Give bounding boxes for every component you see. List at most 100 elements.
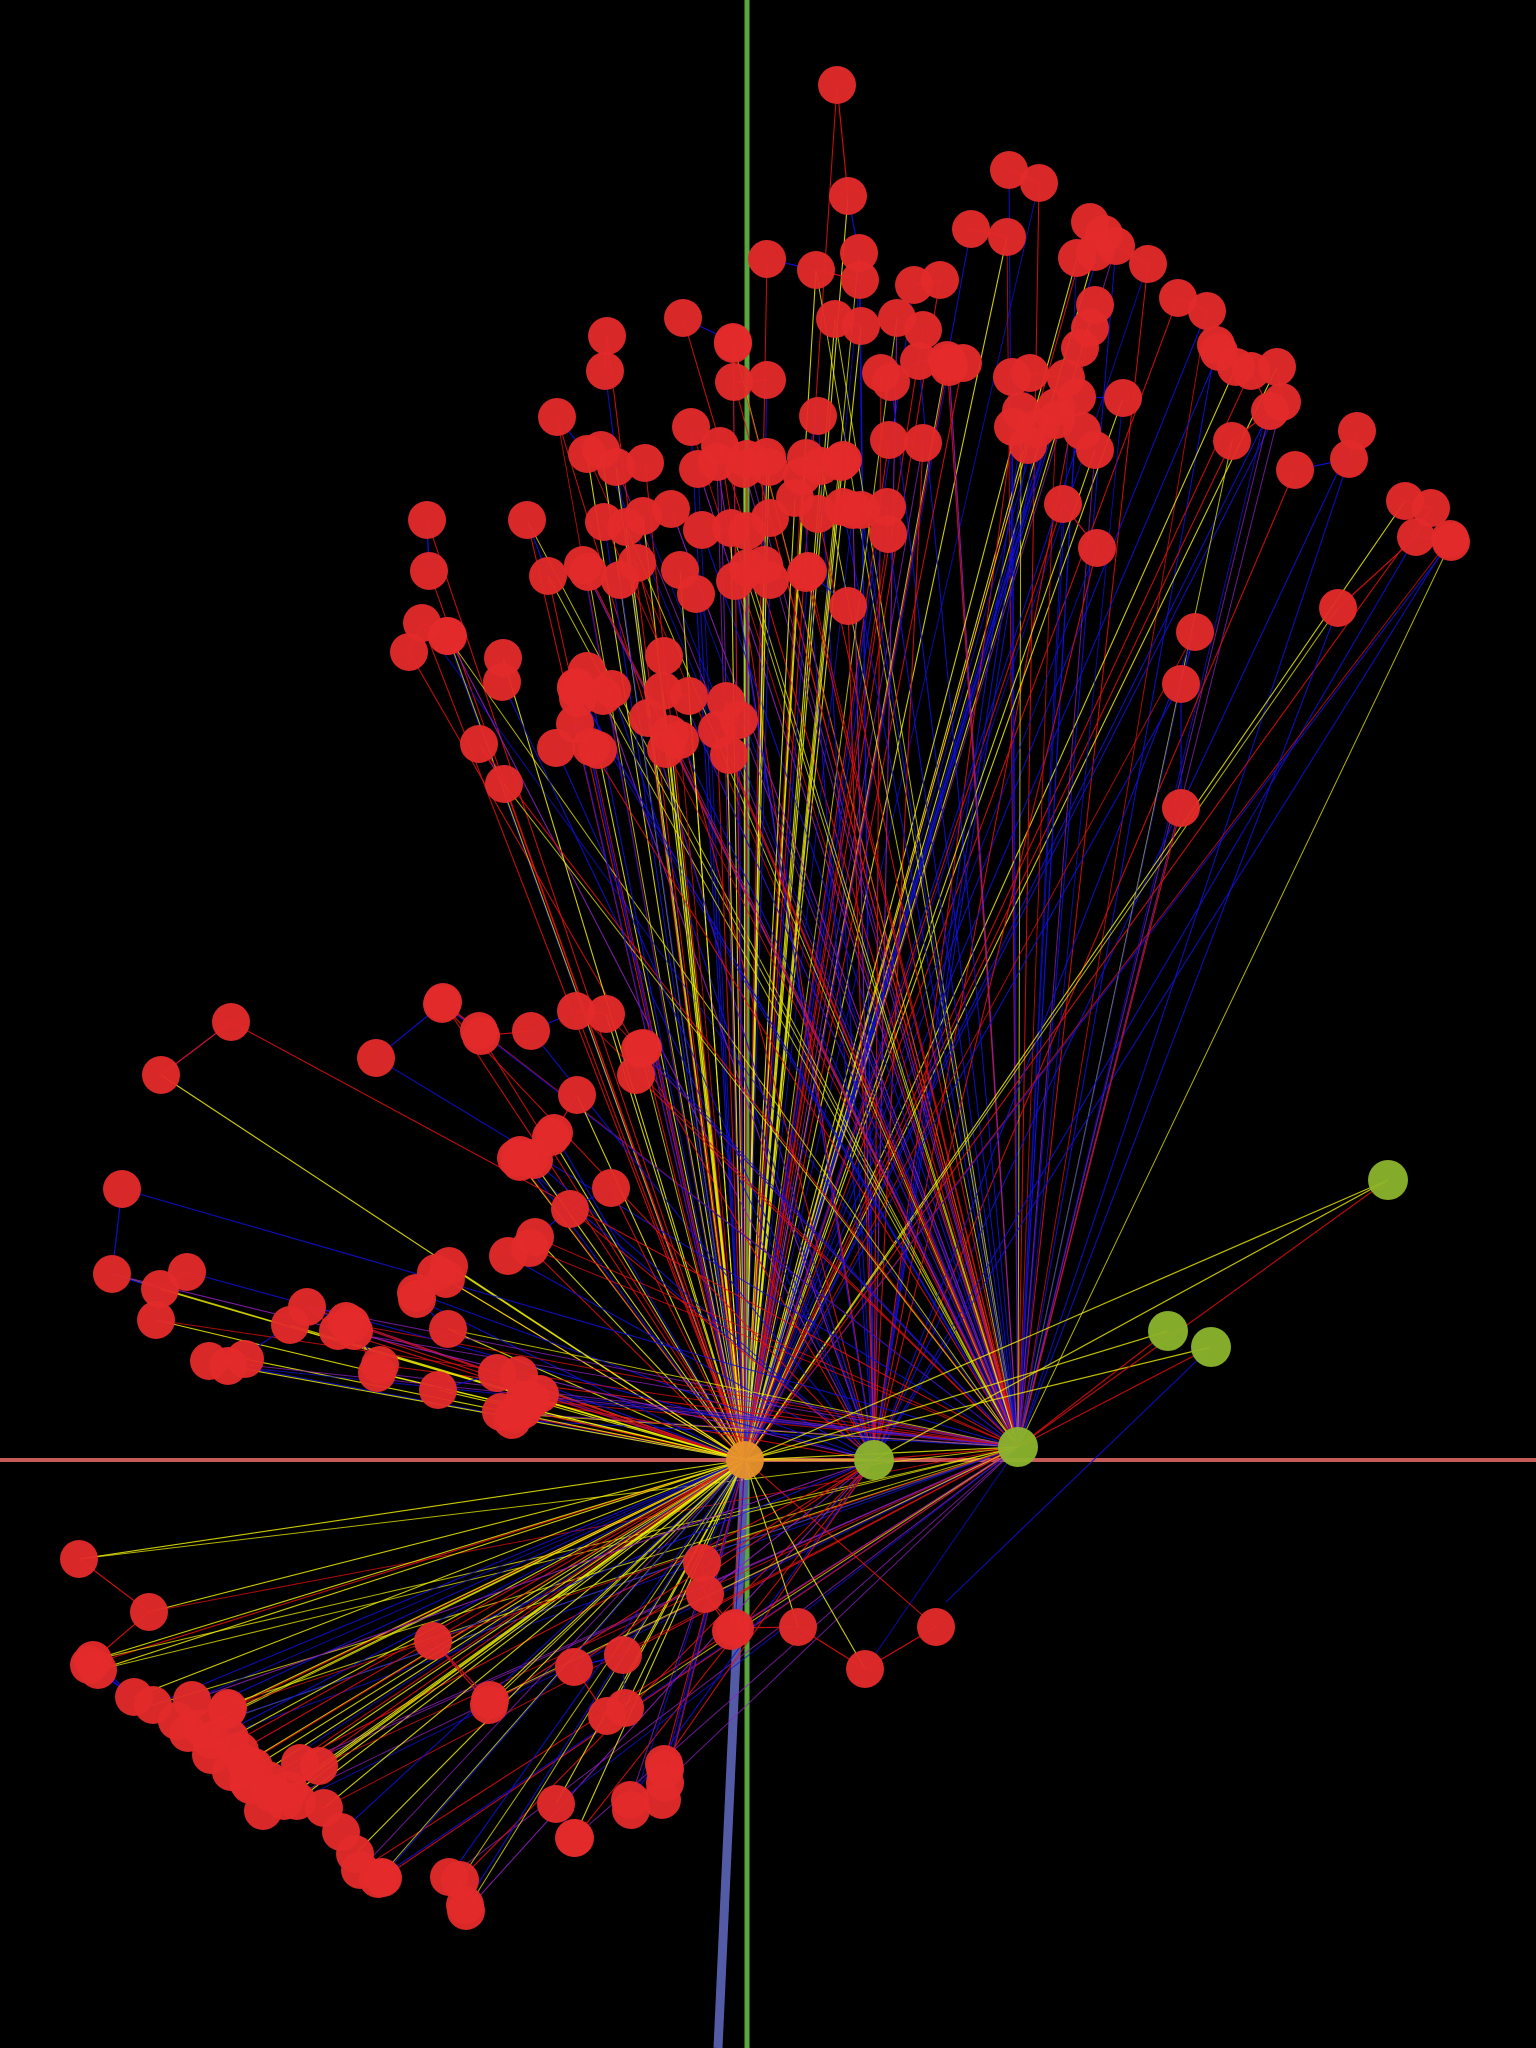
graph-node[interactable]	[1162, 665, 1200, 703]
graph-node[interactable]	[1044, 485, 1082, 523]
graph-node[interactable]	[683, 511, 721, 549]
graph-node[interactable]	[1397, 518, 1435, 556]
graph-node[interactable]	[1129, 245, 1167, 283]
graph-node[interactable]	[593, 670, 631, 708]
graph-node[interactable]	[130, 1593, 168, 1631]
graph-node[interactable]	[818, 66, 856, 104]
graph-node[interactable]	[710, 736, 748, 774]
graph-node[interactable]	[1061, 329, 1099, 367]
graph-node[interactable]	[471, 1681, 509, 1719]
graph-node[interactable]	[1020, 164, 1058, 202]
graph-node[interactable]	[1009, 426, 1047, 464]
graph-node[interactable]	[846, 1650, 884, 1688]
graph-node[interactable]	[720, 701, 758, 739]
anchor-node[interactable]	[854, 1440, 894, 1480]
graph-node[interactable]	[672, 408, 710, 446]
graph-node[interactable]	[799, 397, 837, 435]
graph-node[interactable]	[652, 490, 690, 528]
anchor-node[interactable]	[1191, 1327, 1231, 1367]
graph-node[interactable]	[748, 361, 786, 399]
graph-node[interactable]	[1076, 431, 1114, 469]
graph-node[interactable]	[555, 1819, 593, 1857]
graph-node[interactable]	[842, 491, 880, 529]
graph-node[interactable]	[569, 553, 607, 591]
graph-node[interactable]	[1176, 613, 1214, 651]
graph-node[interactable]	[751, 561, 789, 599]
graph-node[interactable]	[1104, 379, 1142, 417]
graph-node[interactable]	[93, 1255, 131, 1293]
graph-node[interactable]	[557, 992, 595, 1030]
graph-node[interactable]	[592, 1169, 630, 1207]
graph-node[interactable]	[429, 1310, 467, 1348]
graph-node[interactable]	[840, 234, 878, 272]
graph-node[interactable]	[612, 1791, 650, 1829]
graph-node[interactable]	[664, 299, 702, 337]
graph-node[interactable]	[460, 725, 498, 763]
graph-node[interactable]	[904, 424, 942, 462]
graph-node[interactable]	[424, 983, 462, 1021]
graph-node[interactable]	[141, 1270, 179, 1308]
graph-node[interactable]	[677, 575, 715, 613]
graph-node[interactable]	[209, 1347, 247, 1385]
graph-node[interactable]	[797, 251, 835, 289]
graph-node[interactable]	[1213, 422, 1251, 460]
graph-node[interactable]	[748, 240, 786, 278]
anchor-node[interactable]	[1148, 1311, 1188, 1351]
graph-node[interactable]	[822, 443, 860, 481]
graph-node[interactable]	[988, 218, 1026, 256]
graph-node[interactable]	[944, 344, 982, 382]
graph-node[interactable]	[1276, 451, 1314, 489]
graph-node[interactable]	[142, 1056, 180, 1094]
graph-node[interactable]	[429, 617, 467, 655]
graph-node[interactable]	[192, 1736, 230, 1774]
graph-node[interactable]	[538, 398, 576, 436]
graph-node[interactable]	[508, 501, 546, 539]
anchor-node[interactable]	[998, 1427, 1038, 1467]
graph-node[interactable]	[789, 552, 827, 590]
graph-node[interactable]	[917, 1608, 955, 1646]
graph-node[interactable]	[588, 1697, 626, 1735]
graph-node[interactable]	[478, 1354, 516, 1392]
graph-node[interactable]	[1188, 292, 1226, 330]
graph-node[interactable]	[1159, 279, 1197, 317]
graph-node[interactable]	[715, 363, 753, 401]
graph-node[interactable]	[604, 1636, 642, 1674]
graph-node[interactable]	[74, 1641, 112, 1679]
graph-node[interactable]	[572, 728, 610, 766]
graph-node[interactable]	[904, 311, 942, 349]
graph-node[interactable]	[414, 1622, 452, 1660]
graph-node[interactable]	[990, 151, 1028, 189]
graph-node[interactable]	[588, 317, 626, 355]
graph-node[interactable]	[618, 544, 656, 582]
graph-node[interactable]	[60, 1540, 98, 1578]
graph-node[interactable]	[408, 501, 446, 539]
graph-node[interactable]	[750, 448, 788, 486]
graph-node[interactable]	[529, 557, 567, 595]
graph-node[interactable]	[670, 677, 708, 715]
graph-node[interactable]	[869, 515, 907, 553]
graph-node[interactable]	[617, 1056, 655, 1094]
graph-node[interactable]	[483, 663, 521, 701]
graph-node[interactable]	[1078, 529, 1116, 567]
graph-node[interactable]	[300, 1747, 338, 1785]
graph-node[interactable]	[419, 1371, 457, 1409]
graph-node[interactable]	[900, 342, 938, 380]
graph-node[interactable]	[645, 1745, 683, 1783]
graph-node[interactable]	[597, 448, 635, 486]
graph-node[interactable]	[872, 363, 910, 401]
graph-node[interactable]	[209, 1689, 247, 1727]
graph-node[interactable]	[645, 637, 683, 675]
graph-node[interactable]	[586, 352, 624, 390]
graph-node[interactable]	[799, 495, 837, 533]
graph-node[interactable]	[537, 1785, 575, 1823]
graph-node[interactable]	[870, 421, 908, 459]
graph-node[interactable]	[173, 1681, 211, 1719]
graph-node[interactable]	[1162, 789, 1200, 827]
graph-node[interactable]	[1319, 589, 1357, 627]
graph-node[interactable]	[686, 1575, 724, 1613]
graph-node[interactable]	[1431, 520, 1469, 558]
graph-node[interactable]	[1251, 392, 1289, 430]
graph-node[interactable]	[921, 261, 959, 299]
